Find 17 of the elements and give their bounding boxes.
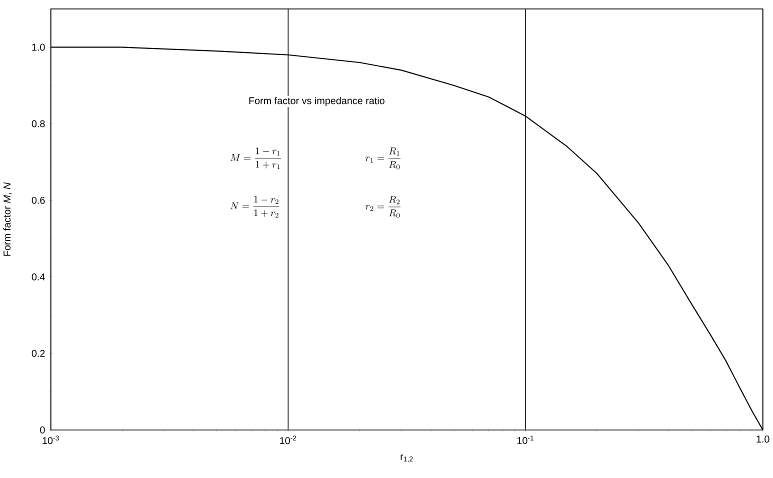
y-axis-title: Form factor M, N	[3, 182, 12, 256]
x-tick-label: 10$^{-2}$	[280, 436, 296, 444]
y-tick-label: 0.6	[32, 196, 45, 204]
y-tick-label: 1.0	[32, 44, 45, 51]
x-tick-label: 10$^{-1}$	[517, 436, 534, 444]
y-tick-label: 0.8	[32, 120, 45, 128]
annotation: $N = \frac{1 - r_2}{1 + r_2}$	[230, 196, 280, 218]
y-tick-label: 0.2	[32, 350, 45, 358]
x-tick-label: 10$^{-3}$	[42, 436, 59, 444]
y-tick-label: 0	[40, 426, 45, 434]
annotation: $r_1 = \frac{R_1}{R_0}$	[366, 148, 401, 170]
annotation: $r_2 = \frac{R_2}{R_0}$	[366, 196, 401, 218]
x-tick-label: 1.0	[756, 436, 770, 443]
annotation: $M = \frac{1 - r_1}{1 + r_1}$	[230, 148, 281, 170]
x-axis-title: r$_{1,2}$	[400, 454, 413, 462]
annotation: Form factor vs impedance ratio	[249, 97, 384, 106]
y-tick-label: 0.4	[32, 274, 45, 281]
